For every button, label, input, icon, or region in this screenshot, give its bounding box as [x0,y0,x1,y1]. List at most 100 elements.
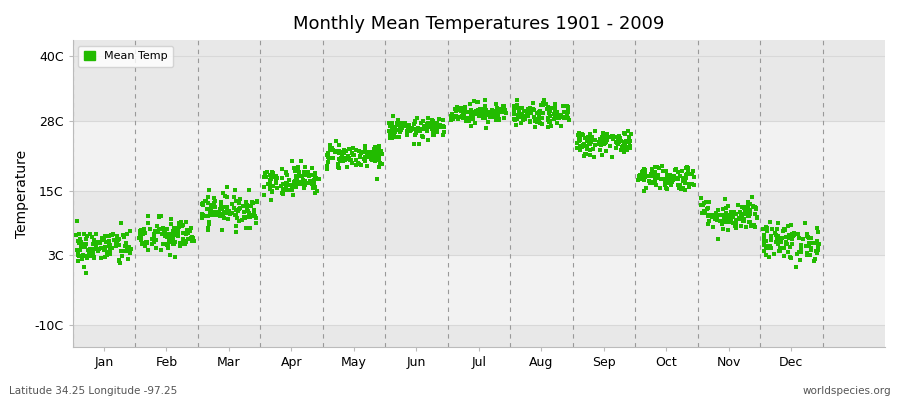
Point [309,175,323,182]
Point [69,232,84,238]
Point [575,131,590,138]
Point [136,231,150,238]
Point [140,213,155,220]
Point [176,235,190,242]
Point [346,145,360,151]
Point [664,175,679,182]
Point [742,218,757,225]
Point [229,222,243,229]
Point [382,120,397,127]
Point [648,175,662,182]
Point [338,156,353,162]
Point [201,193,215,200]
Point [674,168,688,174]
Point [488,112,502,118]
Point [154,247,168,254]
Point [728,211,742,218]
Point [804,245,818,252]
Point [89,239,104,245]
Point [455,108,470,115]
Point [231,206,246,212]
Point [768,230,782,236]
Point [520,113,535,120]
Point [410,130,424,136]
Point [424,120,438,126]
Point [113,220,128,226]
Point [265,187,279,194]
Point [710,207,724,213]
Point [718,212,733,218]
Point [624,131,638,137]
Point [305,164,320,171]
Point [359,163,374,169]
Point [584,138,598,144]
Point [647,179,662,185]
Point [562,116,577,123]
Point [778,239,793,245]
Point [673,173,688,180]
Point [145,241,159,248]
Point [412,128,427,134]
Point [708,213,723,220]
Point [282,182,296,189]
Point [600,137,615,144]
Point [480,110,494,116]
Point [161,233,176,239]
Point [238,225,253,231]
Point [120,231,134,238]
Point [478,96,492,103]
Point [392,129,407,135]
Point [665,174,680,181]
Point [416,118,430,124]
Point [151,214,166,220]
Point [298,182,312,188]
Point [133,237,148,244]
Point [576,142,590,148]
Point [479,112,493,118]
Point [152,226,166,232]
Point [616,144,630,150]
Point [467,109,482,116]
Point [241,214,256,220]
Point [786,230,800,237]
Point [517,108,531,114]
Point [726,209,741,216]
Point [83,246,97,252]
Point [461,109,475,116]
Point [162,230,176,237]
Point [494,107,508,113]
Point [400,122,415,129]
Point [356,149,370,155]
Point [159,232,174,239]
Point [570,144,584,151]
Point [811,247,825,253]
Point [531,116,545,122]
Point [340,164,355,170]
Point [600,131,615,138]
Point [346,150,360,156]
Point [738,207,752,214]
Point [71,238,86,245]
Point [334,155,348,162]
Point [743,219,758,225]
Point [70,218,85,225]
Point [461,114,475,121]
Point [419,123,434,130]
Point [89,231,104,237]
Point [421,120,436,126]
Point [474,111,489,117]
Point [618,140,633,146]
Point [421,115,436,121]
Point [672,184,687,191]
Point [536,110,551,116]
Point [220,193,235,200]
Point [368,148,382,154]
Point [247,206,261,213]
Point [352,148,366,154]
Point [221,208,236,214]
Point [742,212,756,219]
Point [103,233,117,240]
Point [748,211,762,218]
Point [507,108,521,115]
Point [337,146,351,153]
